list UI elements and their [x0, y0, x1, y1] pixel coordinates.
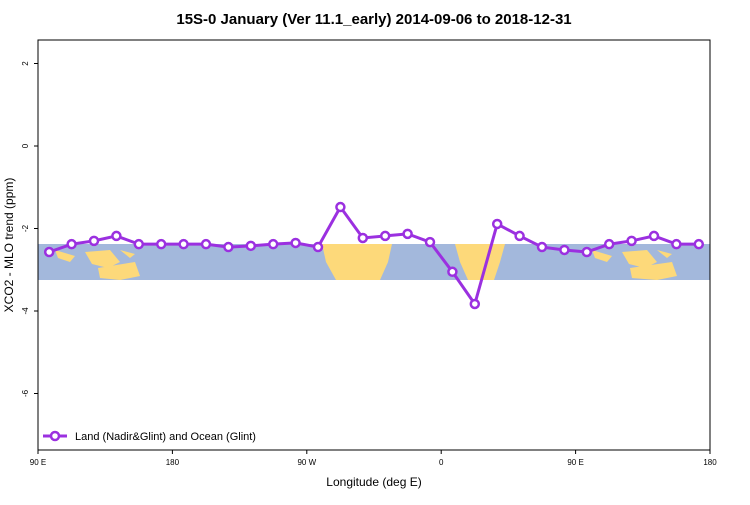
x-tick-label: 180: [166, 458, 180, 467]
point: [491, 218, 503, 230]
point: [335, 201, 346, 213]
point: [671, 238, 682, 250]
legend-marker: [49, 430, 61, 442]
land: [592, 250, 677, 280]
legend-label: Land (Nadir&Glint) and Ocean (Glint): [75, 431, 256, 443]
point: [357, 232, 369, 244]
land: [55, 250, 140, 280]
y-tick-label: 2: [21, 61, 30, 66]
x-tick-label: 0: [439, 458, 444, 467]
x-tick-label: 90 E: [30, 458, 46, 467]
y-tick-label: -6: [21, 389, 30, 397]
point: [245, 240, 257, 252]
point: [379, 230, 391, 242]
point: [133, 238, 145, 250]
point: [648, 230, 660, 242]
map-strip: [38, 244, 710, 280]
x-axis-label: Longitude (deg E): [326, 475, 421, 489]
point: [178, 238, 189, 250]
point: [514, 230, 525, 242]
point: [111, 230, 122, 242]
x-tick-label: 180: [703, 458, 717, 467]
point: [200, 238, 212, 250]
y-axis-label: XCO2 - MLO trend (ppm): [2, 178, 16, 313]
x-tick-label: 90 E: [567, 458, 583, 467]
legend: Land (Nadir&Glint) and Ocean (Glint): [43, 430, 256, 443]
point: [155, 238, 167, 250]
land: [322, 244, 392, 280]
point: [536, 241, 548, 253]
point: [603, 238, 615, 250]
y-tick-label: 0: [21, 143, 30, 148]
x-tick-label: 90 W: [297, 458, 316, 467]
chart-title: 15S-0 January (Ver 11.1_early) 2014-09-0…: [176, 11, 571, 28]
plot-frame: [37, 39, 711, 451]
point: [88, 235, 100, 247]
point: [559, 244, 570, 256]
point: [43, 246, 55, 258]
point: [693, 238, 705, 250]
point: [312, 241, 324, 253]
y-tick-label: -2: [21, 224, 30, 232]
point: [424, 236, 436, 248]
point: [402, 228, 413, 240]
point: [267, 238, 279, 250]
point: [66, 238, 77, 250]
point: [290, 237, 301, 249]
point: [581, 246, 593, 258]
point: [447, 266, 458, 278]
y-tick-label: -4: [21, 307, 30, 315]
point: [469, 298, 481, 310]
point: [223, 241, 234, 253]
land: [455, 244, 505, 280]
point: [626, 235, 637, 247]
